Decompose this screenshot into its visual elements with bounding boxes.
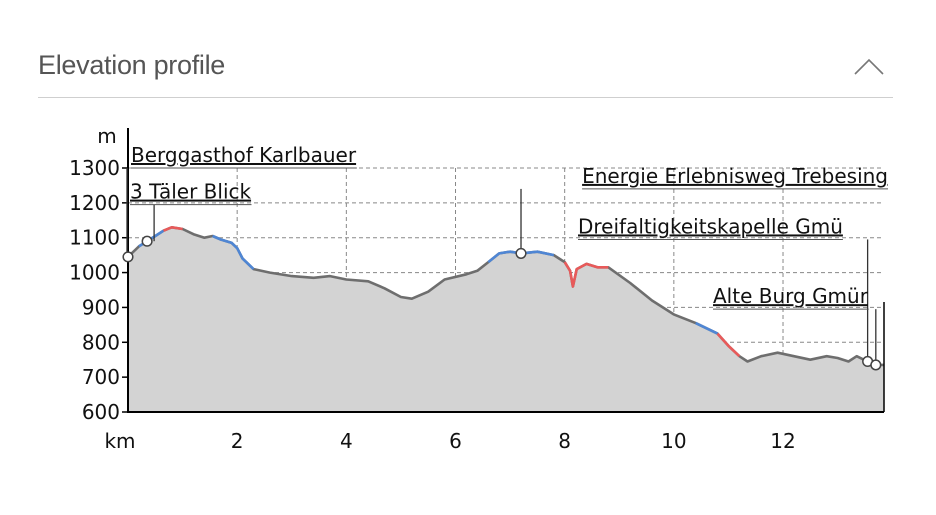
waypoint-marker <box>515 247 527 259</box>
x-tick-label: 2 <box>231 429 244 453</box>
waypoint: Energie Erlebnisweg Trebesing <box>515 164 888 259</box>
slope-segment-steep <box>163 226 183 232</box>
y-tick-label: 1300 <box>69 156 120 180</box>
y-tick-label: 900 <box>82 295 120 319</box>
x-tick-label: 12 <box>770 429 795 453</box>
x-tick-label: 10 <box>661 429 686 453</box>
slope-segment-steep <box>563 261 609 288</box>
y-tick-label: 800 <box>82 330 120 354</box>
waypoint: Dreifaltigkeitskapelle Gmü <box>578 214 874 368</box>
waypoint-marker <box>122 251 134 263</box>
x-tick-label: 6 <box>449 429 462 453</box>
area-layer <box>128 227 884 412</box>
tick-layer: 600 700 800 900 1000 1100 1200 1300 2 4 6 8 10 12 <box>69 156 796 453</box>
slope-segment-climb <box>212 234 255 271</box>
y-tick-label: 700 <box>82 365 120 389</box>
waypoint-label: 3 Täler Blick <box>130 180 251 204</box>
x-tick-label: 8 <box>558 429 571 453</box>
poi-layer: Berggasthof Karlbauer 3 Täler Blick Energi… <box>122 143 888 371</box>
y-axis-unit: m <box>97 124 116 148</box>
waypoint: Berggasthof Karlbauer <box>122 143 357 263</box>
waypoint: Alte Burg Gmür <box>713 284 882 371</box>
section-title: Elevation profile <box>38 50 226 80</box>
y-tick-label: 600 <box>82 400 120 424</box>
y-tick-label: 1000 <box>69 261 120 285</box>
slope-segment-steep <box>716 332 741 358</box>
collapse-button[interactable] <box>851 52 887 82</box>
y-tick-label: 1200 <box>69 191 120 215</box>
waypoint: 3 Täler Blick <box>130 180 252 247</box>
chevron-up-icon <box>854 58 884 75</box>
waypoint-label: Energie Erlebnisweg Trebesing <box>582 164 888 188</box>
elevation-area <box>128 227 884 412</box>
y-tick-label: 1100 <box>69 226 120 250</box>
waypoint-label: Dreifaltigkeitskapelle Gmü <box>578 214 843 238</box>
waypoint-marker <box>141 235 153 247</box>
waypoint-marker <box>870 359 882 371</box>
slope-segment-climb <box>695 321 719 335</box>
elevation-profile-header: Elevation profile <box>38 44 893 98</box>
waypoint-label: Alte Burg Gmür <box>713 284 869 308</box>
axis-layer <box>127 128 885 413</box>
x-tick-label: 4 <box>340 429 353 453</box>
x-axis-unit: km <box>104 429 135 453</box>
waypoint-label: Berggasthof Karlbauer <box>131 143 357 167</box>
